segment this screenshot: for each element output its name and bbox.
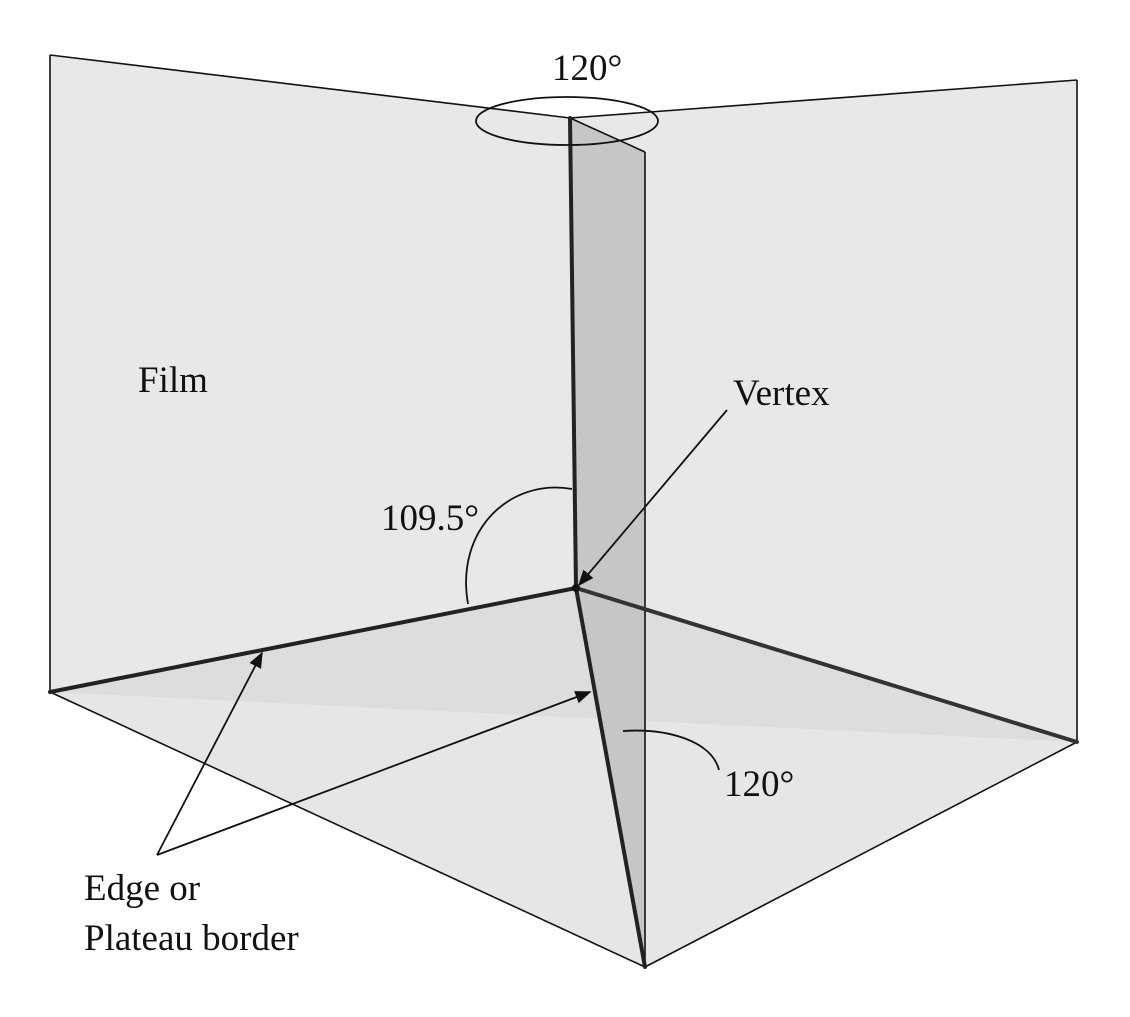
- film-outlines: [49, 54, 1078, 968]
- film-right-back: [570, 80, 1077, 742]
- bottom-angle-arc: [622, 729, 720, 771]
- vertex-arrow: [577, 409, 728, 587]
- film-label: Film: [138, 360, 208, 401]
- edge-arrow-1: [156, 651, 263, 856]
- film-left-back: [50, 55, 576, 692]
- tetrahedral-angle-arc: [465, 486, 573, 605]
- top-angle-label: 120°: [552, 48, 623, 89]
- plateau-border-back-right: [574, 586, 1079, 744]
- film-front-right: [576, 588, 1077, 967]
- film-front-left: [50, 588, 645, 967]
- edge-label-line2: Plateau border: [84, 918, 299, 959]
- bottom-angle-label: 120°: [724, 764, 795, 805]
- edge-arrow-2: [156, 691, 592, 856]
- tetrahedral-angle-label: 109.5°: [381, 498, 480, 539]
- plateau-borders: [48, 116, 647, 969]
- edge-label-line1: Edge or: [84, 868, 201, 909]
- top-angle-ellipse: [475, 96, 659, 146]
- vertex-label: Vertex: [733, 373, 830, 414]
- film-vertical-front: [570, 118, 645, 967]
- vertex-point: [572, 584, 580, 592]
